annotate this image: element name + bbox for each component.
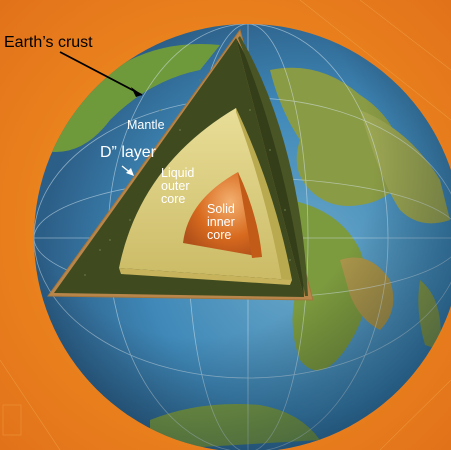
d-layer-label: D” layer: [100, 144, 157, 161]
crust-label: Earth’s crust: [4, 34, 93, 51]
crust-pointer-line: [59, 51, 143, 96]
mantle-label: Mantle: [127, 118, 165, 132]
liquid-outer-core-label: Liquid outer core: [161, 166, 195, 207]
mantle-texture: [84, 79, 291, 276]
solid-inner-core-label: Solid inner core: [207, 202, 235, 243]
